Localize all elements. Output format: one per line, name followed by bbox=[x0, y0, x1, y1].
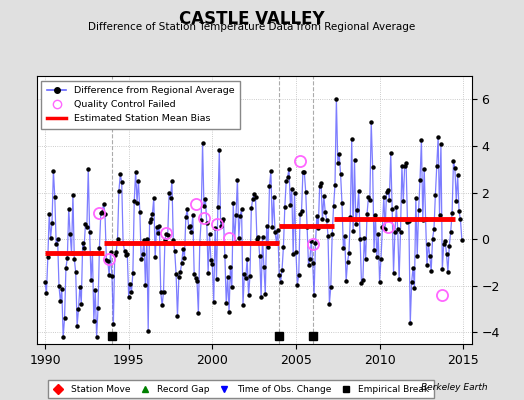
Text: CASTLE VALLEY: CASTLE VALLEY bbox=[179, 10, 324, 28]
Text: Berkeley Earth: Berkeley Earth bbox=[421, 383, 487, 392]
Legend: Station Move, Record Gap, Time of Obs. Change, Empirical Break: Station Move, Record Gap, Time of Obs. C… bbox=[48, 380, 434, 398]
Text: Difference of Station Temperature Data from Regional Average: Difference of Station Temperature Data f… bbox=[88, 22, 415, 32]
